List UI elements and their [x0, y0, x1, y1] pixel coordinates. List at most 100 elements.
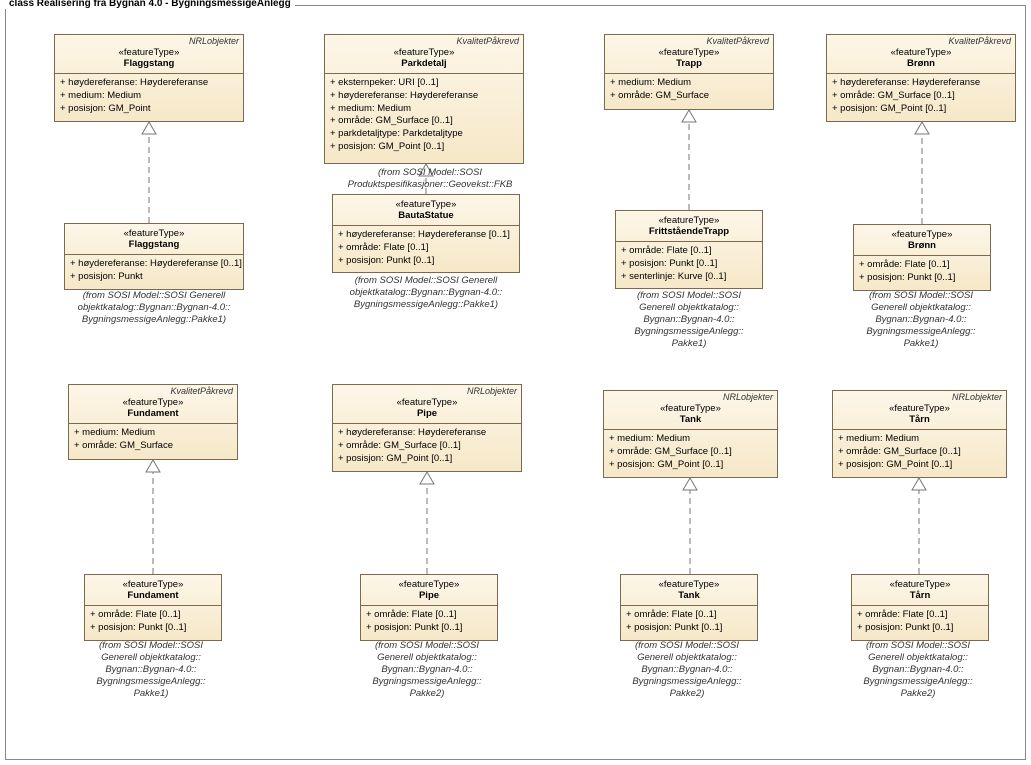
- class-tarn2: «featureType»Tårn+ område: Flate [0..1]+…: [851, 574, 989, 641]
- class-tag: NRLobjekter: [189, 36, 239, 46]
- class-name: Fundament: [89, 590, 217, 601]
- class-trapp: KvalitetPåkrevd«featureType»Trapp + mediu…: [604, 34, 774, 110]
- class-pipe2: «featureType»Pipe+ område: Flate [0..1]+…: [360, 574, 498, 641]
- attr-row: + område: GM_Surface [0..1]: [832, 90, 1010, 103]
- attr-row: + posisjon: GM_Point [0..1]: [838, 459, 1001, 472]
- flaggstang2_note: (from SOSI Model::SOSI Generellobjektkat…: [54, 290, 254, 326]
- attrs: + område: Flate [0..1]+ posisjon: Punkt …: [852, 606, 988, 640]
- bautastatue_note: (from SOSI Model::SOSI Generellobjektkat…: [326, 275, 526, 311]
- attr-row: + posisjon: Punkt [0..1]: [338, 255, 514, 268]
- attr-row: + område: GM_Surface [0..1]: [330, 115, 518, 128]
- class-tag: NRLobjekter: [952, 392, 1002, 402]
- attrs: + område: Flate [0..1]+ posisjon: Punkt …: [361, 606, 497, 640]
- attr-row: + medium: Medium: [609, 433, 772, 446]
- class-fundament1: KvalitetPåkrevd«featureType»Fundament + m…: [68, 384, 238, 460]
- class-frittrapp: «featureType»FrittståendeTrapp + område: …: [615, 210, 763, 289]
- stereotype: «featureType»: [831, 47, 1011, 58]
- attr-row: + område: Flate [0..1]: [90, 609, 216, 622]
- class-name: Flaggstang: [59, 58, 239, 69]
- attr-row: + område: Flate [0..1]: [338, 242, 514, 255]
- class-name: FrittståendeTrapp: [620, 226, 758, 237]
- class-tag: NRLobjekter: [723, 392, 773, 402]
- class-bronn2: «featureType»Brønn+ område: Flate [0..1]…: [853, 224, 991, 291]
- class-name: Parkdetalj: [329, 58, 519, 69]
- diagram-frame: class Realisering fra Bygnan 4.0 - Bygni…: [5, 5, 1026, 760]
- attr-row: + posisjon: GM_Point: [60, 103, 238, 116]
- class-head: «featureType»Brønn: [854, 225, 990, 256]
- stereotype: «featureType»: [625, 579, 753, 590]
- stereotype: «featureType»: [73, 397, 233, 408]
- attr-row: + område: GM_Surface [0..1]: [338, 440, 516, 453]
- stereotype: «featureType»: [89, 579, 217, 590]
- class-name: Tank: [608, 414, 773, 425]
- stereotype: «featureType»: [337, 199, 515, 210]
- attr-row: + eksternpeker: URI [0..1]: [330, 77, 518, 90]
- stereotype: «featureType»: [608, 403, 773, 414]
- attr-row: + område: GM_Surface: [74, 440, 232, 453]
- parkdetalj_note: (from SOSI Model::SOSIProduktspesifikasj…: [332, 167, 528, 191]
- stereotype: «featureType»: [337, 397, 517, 408]
- attrs: + høydereferanse: Høydereferanse+ område…: [333, 424, 521, 470]
- attr-row: + senterlinje: Kurve [0..1]: [621, 271, 757, 284]
- class-name: Tank: [625, 590, 753, 601]
- attr-row: + medium: Medium: [838, 433, 1001, 446]
- stereotype: «featureType»: [837, 403, 1002, 414]
- class-flaggstang2: «featureType»Flaggstang + høydereferanse:…: [64, 223, 244, 290]
- class-name: Trapp: [609, 58, 769, 69]
- attr-row: + posisjon: Punkt [0..1]: [857, 622, 983, 635]
- tank2_note: (from SOSI Model::SOSIGenerell objektkat…: [612, 640, 762, 699]
- attrs: + medium: Medium+ område: GM_Surface [0.…: [604, 430, 777, 476]
- class-tag: KvalitetPåkrevd: [170, 386, 233, 396]
- class-pipe1: NRLobjekter«featureType»Pipe+ høyderefer…: [332, 384, 522, 472]
- attr-row: + medium: Medium: [74, 427, 232, 440]
- class-tag: KvalitetPåkrevd: [706, 36, 769, 46]
- class-head: «featureType»Flaggstang: [65, 224, 243, 255]
- class-tag: KvalitetPåkrevd: [456, 36, 519, 46]
- attr-row: + område: Flate [0..1]: [857, 609, 983, 622]
- stereotype: «featureType»: [856, 579, 984, 590]
- attr-row: + posisjon: Punkt [0..1]: [621, 258, 757, 271]
- class-name: Fundament: [73, 408, 233, 419]
- class-name: Flaggstang: [69, 239, 239, 250]
- attrs: + område: Flate [0..1]+ posisjon: Punkt …: [621, 606, 757, 640]
- class-bautastatue: «featureType»BautaStatue + høydereferanse…: [332, 194, 520, 273]
- class-name: Pipe: [337, 408, 517, 419]
- attr-row: + medium: Medium: [60, 90, 238, 103]
- attr-row: + område: Flate [0..1]: [621, 245, 757, 258]
- attr-row: + posisjon: Punkt: [70, 271, 238, 284]
- class-name: Pipe: [365, 590, 493, 601]
- class-flaggstang1: NRLobjekter«featureType»Flaggstang+ høyd…: [54, 34, 244, 122]
- class-head: «featureType»Fundament: [85, 575, 221, 606]
- class-head: «featureType»Tank: [621, 575, 757, 606]
- stereotype: «featureType»: [329, 47, 519, 58]
- class-tarn1: NRLobjekter«featureType»Tårn+ medium: Me…: [832, 390, 1007, 478]
- attr-row: + posisjon: GM_Point [0..1]: [609, 459, 772, 472]
- frame-title: class Realisering fra Bygnan 4.0 - Bygni…: [5, 0, 295, 9]
- stereotype: «featureType»: [858, 229, 986, 240]
- attrs: + medium: Medium+ område: GM_Surface [0.…: [833, 430, 1006, 476]
- attr-row: + høydereferanse: Høydereferanse: [330, 90, 518, 103]
- frittrapp_note: (from SOSI Model::SOSIGenerell objektkat…: [614, 290, 764, 349]
- attr-row: + område: GM_Surface [0..1]: [609, 446, 772, 459]
- class-tank1: NRLobjekter«featureType»Tank + medium: Me…: [603, 390, 778, 478]
- class-tank2: «featureType»Tank+ område: Flate [0..1]+…: [620, 574, 758, 641]
- class-name: Brønn: [831, 58, 1011, 69]
- class-name: Brønn: [858, 240, 986, 251]
- attr-row: + høydereferanse: Høydereferanse [0..1]: [70, 258, 238, 271]
- attr-row: + område: Flate [0..1]: [366, 609, 492, 622]
- class-head: «featureType»FrittståendeTrapp: [616, 211, 762, 242]
- attrs: + medium: Medium+ område: GM_Surface: [605, 74, 773, 108]
- class-parkdetalj: KvalitetPåkrevd«featureType»Parkdetalj + …: [324, 34, 524, 164]
- class-head: «featureType»Pipe: [361, 575, 497, 606]
- attr-row: + posisjon: Punkt [0..1]: [859, 272, 985, 285]
- attrs: + område: Flate [0..1]+ posisjon: Punkt …: [85, 606, 221, 640]
- bronn2_note: (from SOSI Model::SOSIGenerell objektkat…: [846, 290, 996, 349]
- attr-row: + høydereferanse: Høydereferanse: [60, 77, 238, 90]
- stereotype: «featureType»: [609, 47, 769, 58]
- attr-row: + posisjon: Punkt [0..1]: [366, 622, 492, 635]
- attr-row: + posisjon: Punkt [0..1]: [626, 622, 752, 635]
- attr-row: + høydereferanse: Høydereferanse [0..1]: [338, 229, 514, 242]
- class-head: «featureType»BautaStatue: [333, 195, 519, 226]
- attrs: + medium: Medium+ område: GM_Surface: [69, 424, 237, 458]
- class-name: BautaStatue: [337, 210, 515, 221]
